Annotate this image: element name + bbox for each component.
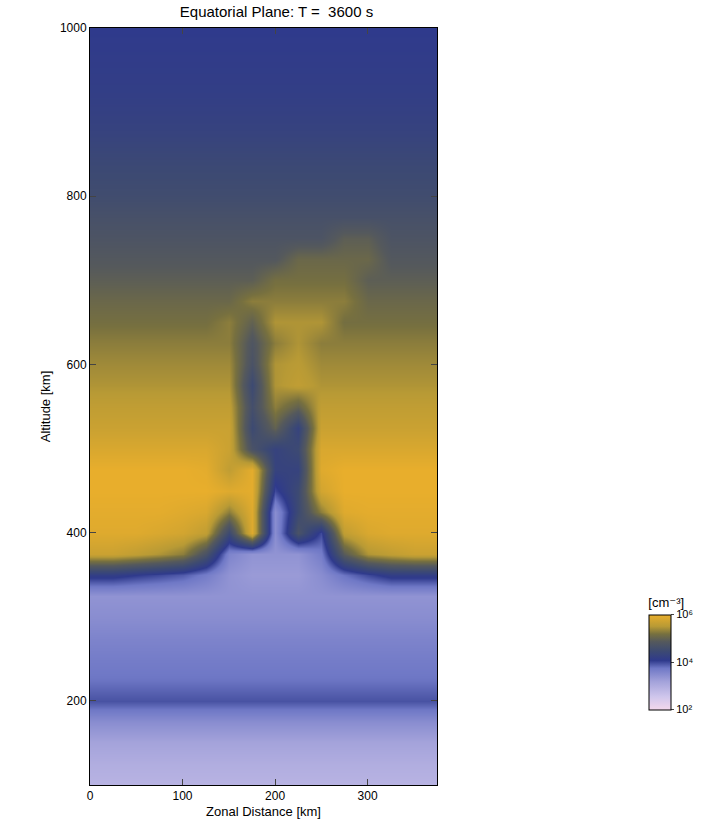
svg-text:10⁶: 10⁶ xyxy=(676,608,693,620)
svg-text:600: 600 xyxy=(67,358,87,372)
svg-text:400: 400 xyxy=(67,526,87,540)
svg-text:Equatorial Plane: T = 3600 s: Equatorial Plane: T = 3600 s xyxy=(180,3,373,20)
svg-text:1000: 1000 xyxy=(60,21,87,35)
svg-text:200: 200 xyxy=(265,789,285,803)
svg-text:Zonal Distance [km]: Zonal Distance [km] xyxy=(206,804,321,819)
svg-text:0: 0 xyxy=(87,789,94,803)
svg-text:100: 100 xyxy=(173,789,193,803)
svg-text:Altitude [km]: Altitude [km] xyxy=(38,371,53,443)
svg-text:10²: 10² xyxy=(676,703,692,715)
svg-text:[cm⁻³]: [cm⁻³] xyxy=(648,595,684,610)
svg-text:800: 800 xyxy=(67,189,87,203)
svg-text:200: 200 xyxy=(67,694,87,708)
svg-text:300: 300 xyxy=(358,789,378,803)
svg-text:10⁴: 10⁴ xyxy=(676,656,693,668)
